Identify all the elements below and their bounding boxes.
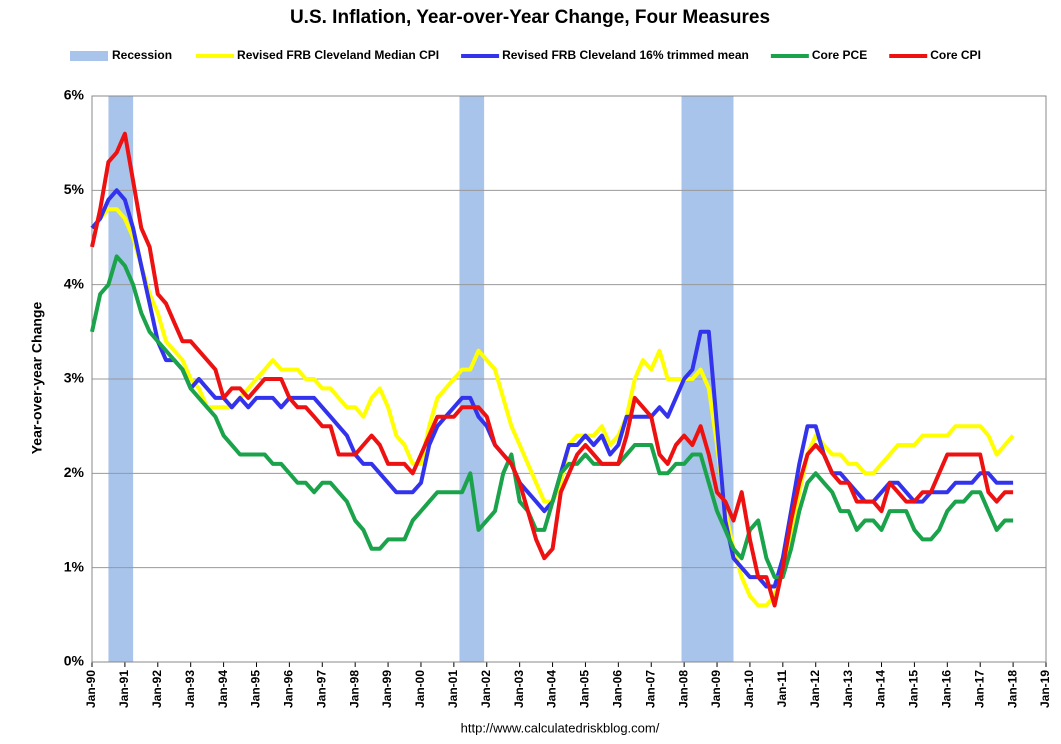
x-tick-label: Jan-10 [742,670,756,708]
x-tick-label: Jan-02 [479,670,493,708]
x-tick-label: Jan-97 [314,670,328,708]
chart-title: U.S. Inflation, Year-over-Year Change, F… [290,7,770,28]
y-tick-label: 5% [64,181,85,197]
x-tick-label: Jan-09 [709,670,723,708]
x-tick-label: Jan-04 [545,670,559,708]
legend-label: Core CPI [930,48,981,62]
x-tick-label: Jan-00 [413,670,427,708]
legend-label: Revised FRB Cleveland 16% trimmed mean [502,48,749,62]
legend-label: Recession [112,48,172,62]
y-tick-label: 3% [64,370,85,386]
y-axis-label: Year-over-year Change [29,302,45,455]
x-tick-label: Jan-98 [347,670,361,708]
x-tick-label: Jan-06 [611,670,625,708]
x-tick-label: Jan-15 [907,670,921,708]
x-tick-label: Jan-95 [249,670,263,708]
x-tick-label: Jan-03 [512,670,526,708]
x-tick-label: Jan-16 [939,670,953,708]
series-line [90,131,1014,608]
x-tick-label: Jan-07 [643,670,657,708]
x-tick-label: Jan-14 [874,670,888,708]
x-tick-label: Jan-05 [578,670,592,708]
x-tick-label: Jan-13 [841,670,855,708]
y-tick-label: 1% [64,558,85,574]
x-tick-label: Jan-12 [808,670,822,708]
x-tick-label: Jan-90 [84,670,98,708]
x-tick-label: Jan-92 [150,670,164,708]
y-tick-label: 4% [64,275,85,291]
x-tick-label: Jan-17 [972,670,986,708]
legend-label: Revised FRB Cleveland Median CPI [237,48,439,62]
plot-border [91,95,1047,663]
y-tick-label: 0% [64,653,85,669]
x-tick-label: Jan-94 [216,670,230,708]
x-tick-label: Jan-18 [1005,670,1019,708]
x-tick-label: Jan-01 [446,670,460,708]
y-tick-label: 6% [64,87,85,103]
legend-swatch [70,51,108,61]
x-tick-label: Jan-93 [183,670,197,708]
x-tick-label: Jan-96 [282,670,296,708]
x-tick-label: Jan-11 [775,670,789,708]
legend-label: Core PCE [812,48,867,62]
x-tick-label: Jan-91 [117,670,131,708]
y-tick-label: 2% [64,464,85,480]
x-tick-label: Jan-19 [1038,670,1052,708]
x-tick-label: Jan-08 [676,670,690,708]
x-tick-label: Jan-99 [380,670,394,708]
source: http://www.calculatedriskblog.com/ [461,720,660,735]
series-line [90,254,1014,580]
